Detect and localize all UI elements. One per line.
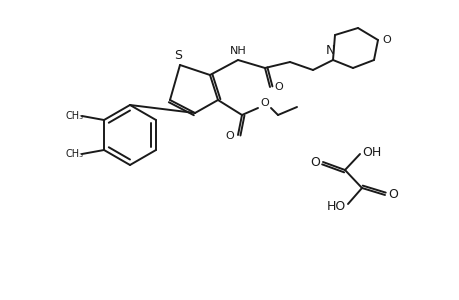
Text: O: O	[274, 82, 283, 92]
Text: O: O	[225, 131, 234, 141]
Text: CH₃: CH₃	[66, 149, 84, 159]
Text: O: O	[260, 98, 269, 108]
Text: O: O	[382, 35, 391, 45]
Text: OH: OH	[362, 146, 381, 158]
Text: N: N	[325, 44, 334, 56]
Text: O: O	[387, 188, 397, 202]
Text: NH: NH	[229, 46, 246, 56]
Text: CH₃: CH₃	[66, 111, 84, 121]
Text: HO: HO	[326, 200, 345, 214]
Text: O: O	[309, 155, 319, 169]
Text: S: S	[174, 49, 182, 62]
